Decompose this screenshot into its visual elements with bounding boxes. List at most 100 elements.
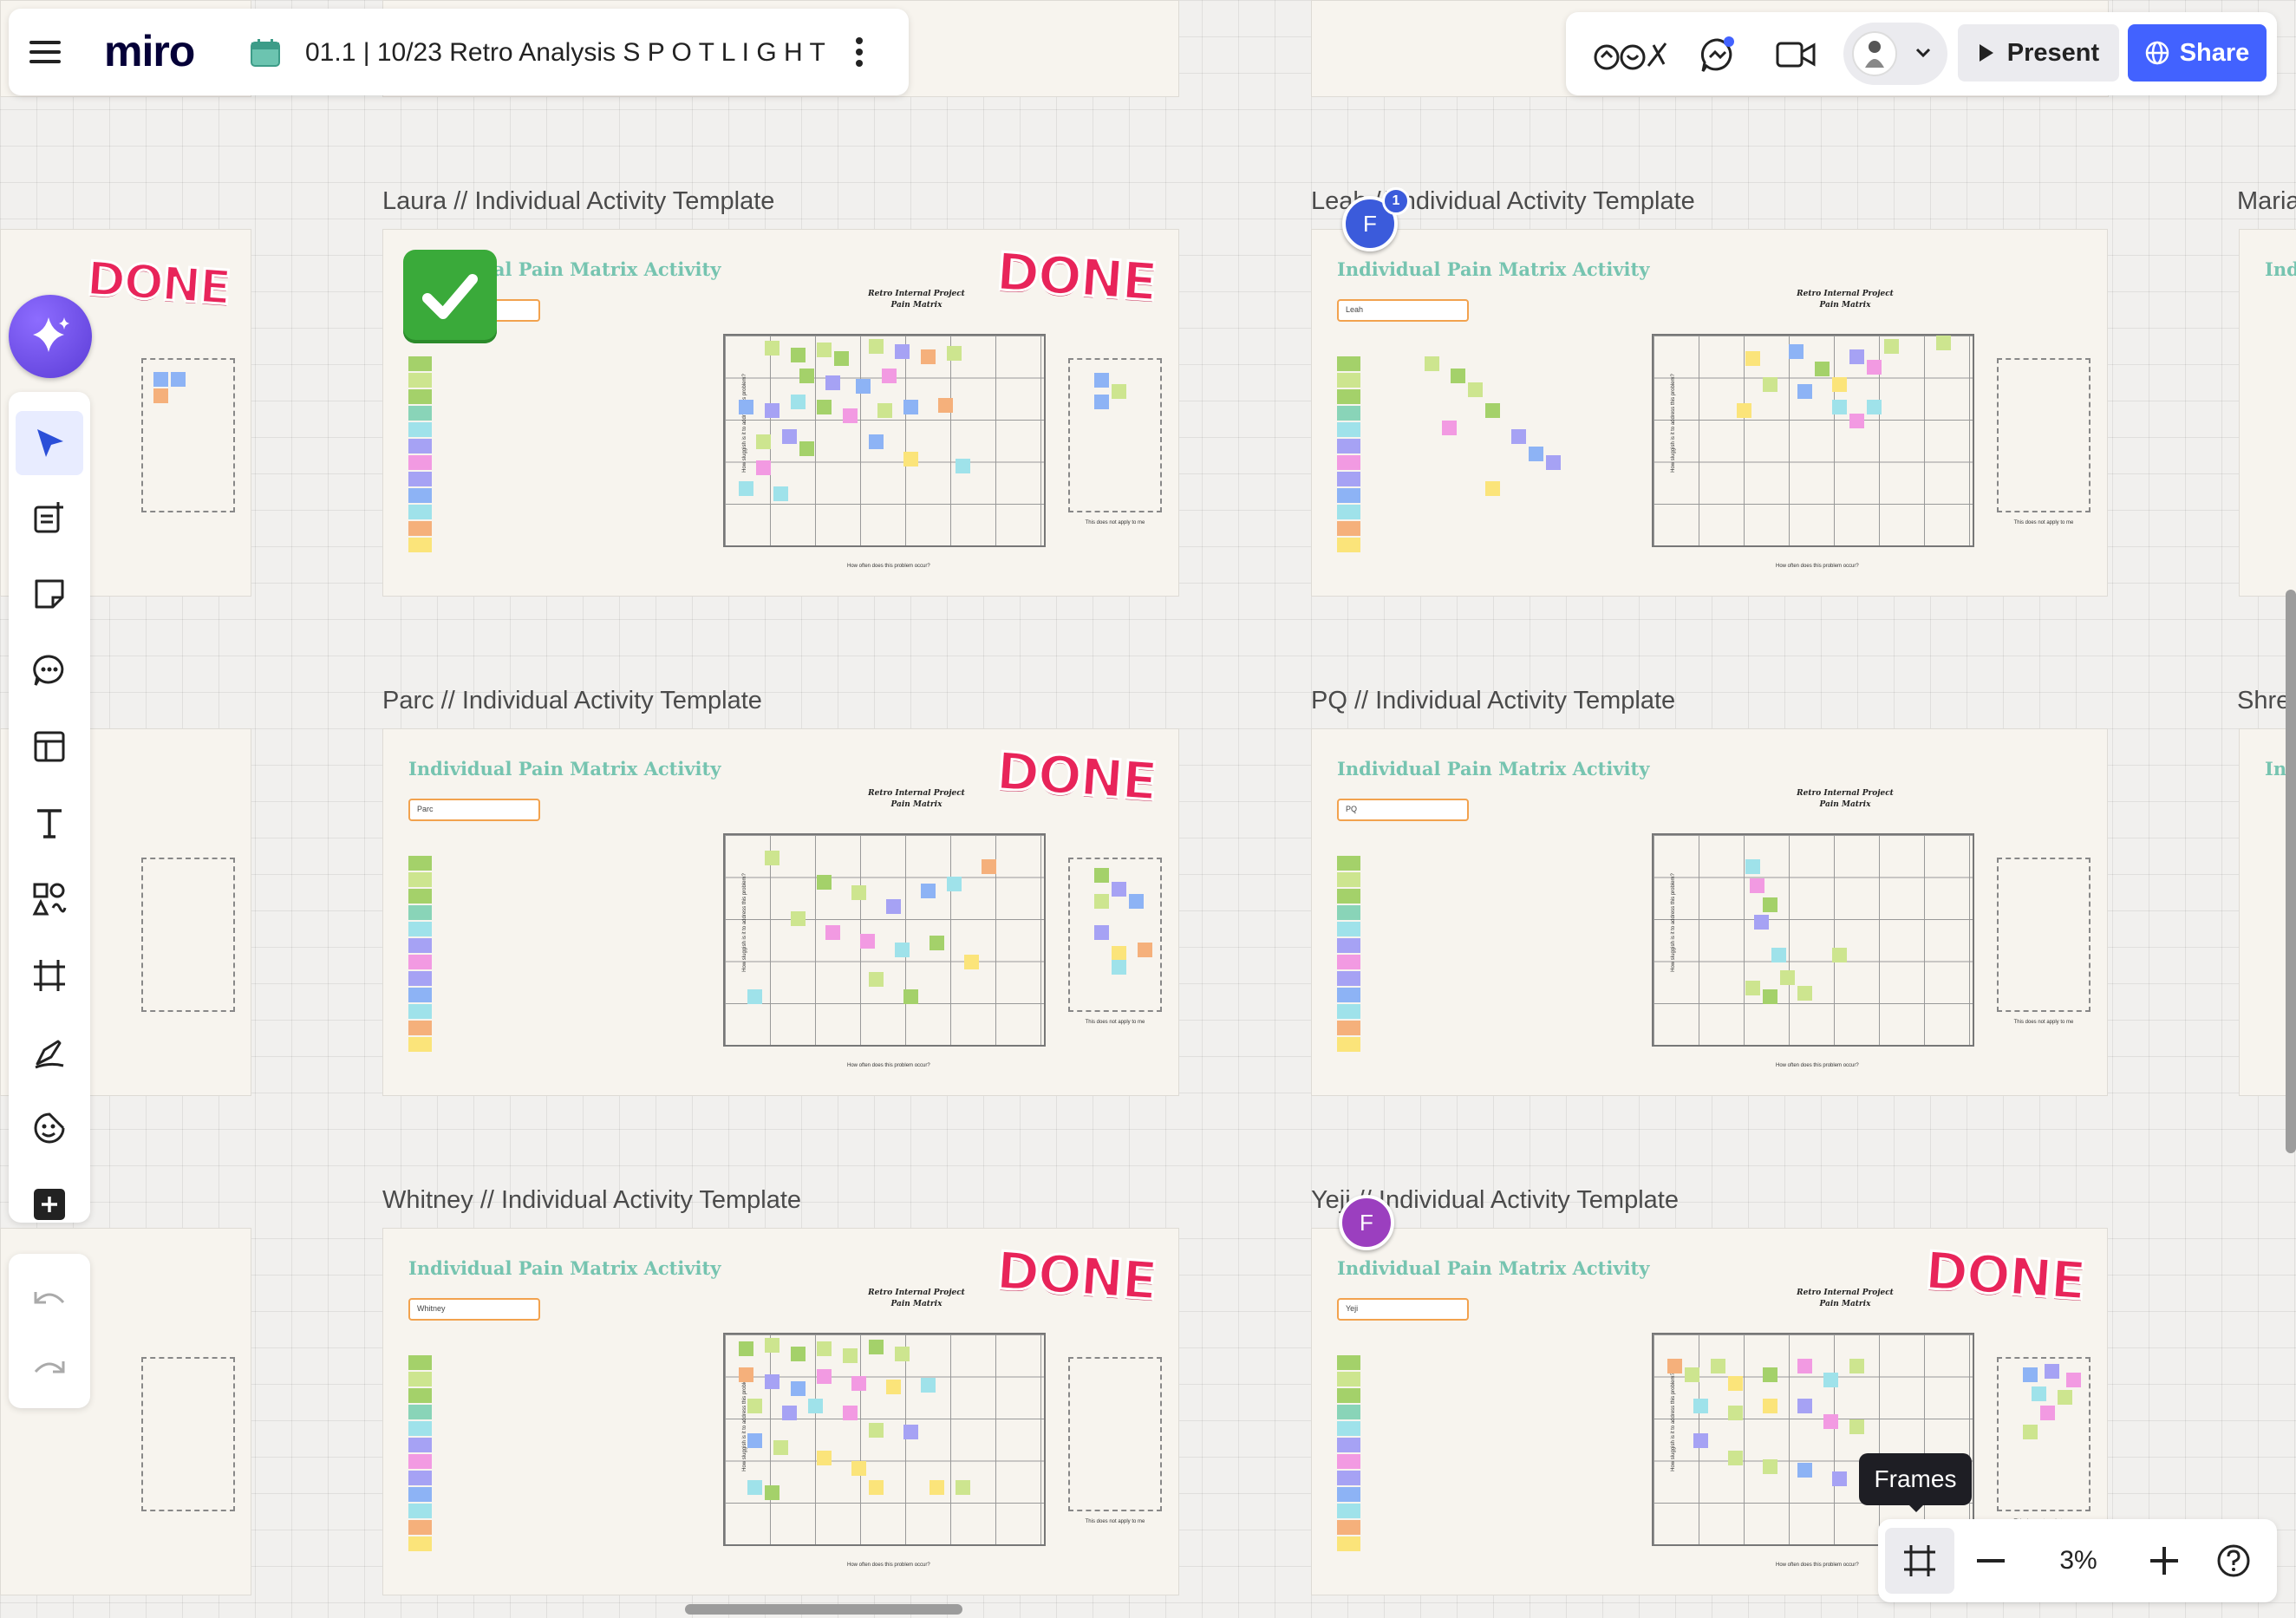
- sticky-note[interactable]: [791, 1347, 806, 1361]
- sticky-note[interactable]: [1094, 373, 1109, 388]
- sticky-note[interactable]: [877, 403, 892, 418]
- zoom-level[interactable]: 3%: [2059, 1546, 2097, 1575]
- sticky-note[interactable]: [1763, 989, 1777, 1004]
- sticky-note[interactable]: [851, 1461, 866, 1476]
- sticky-note[interactable]: [2066, 1373, 2081, 1387]
- sticky-note[interactable]: [773, 486, 788, 501]
- templates-tool[interactable]: [16, 486, 83, 550]
- zoom-out-button[interactable]: [1965, 1535, 2017, 1587]
- sticky-note[interactable]: [1750, 878, 1764, 893]
- collaborator-cursor-avatar[interactable]: F: [1339, 1195, 1394, 1250]
- sticky-note[interactable]: [1867, 400, 1882, 414]
- reactions-icon[interactable]: [1592, 33, 1670, 76]
- sticky-note[interactable]: [903, 989, 918, 1004]
- sticky-note[interactable]: [1685, 1367, 1699, 1382]
- sticky-note[interactable]: [886, 899, 901, 914]
- sticky-note[interactable]: [869, 1480, 884, 1495]
- sticky-note[interactable]: [1711, 1359, 1725, 1373]
- sticky-note[interactable]: [1094, 868, 1109, 883]
- sticky-note[interactable]: [1129, 894, 1144, 909]
- sticky-note[interactable]: [817, 1341, 832, 1356]
- sticky-note[interactable]: [1832, 377, 1847, 392]
- sticky-note[interactable]: [765, 1374, 779, 1389]
- sticky-note[interactable]: [843, 1348, 858, 1363]
- sticky-note[interactable]: [1771, 948, 1786, 962]
- vertical-scrollbar[interactable]: [2286, 590, 2296, 1153]
- sticky-note[interactable]: [947, 877, 962, 891]
- sticky-note[interactable]: [860, 934, 875, 949]
- sticky-note[interactable]: [1094, 925, 1109, 940]
- name-field[interactable]: Leah: [1337, 299, 1469, 322]
- sticky-note[interactable]: [2023, 1425, 2038, 1439]
- sticky-note[interactable]: [765, 341, 779, 356]
- sticky-note-tool[interactable]: [16, 562, 83, 626]
- sticky-note[interactable]: [1728, 1451, 1743, 1465]
- zoom-in-button[interactable]: [2138, 1535, 2190, 1587]
- sticky-note[interactable]: [895, 1347, 910, 1361]
- more-tools-button[interactable]: [16, 1172, 83, 1236]
- sticky-note[interactable]: [799, 369, 814, 383]
- sticky-note[interactable]: [765, 851, 779, 865]
- sticky-note[interactable]: [1823, 1373, 1838, 1387]
- horizontal-scrollbar[interactable]: [685, 1604, 962, 1615]
- sticky-note[interactable]: [1849, 414, 1864, 428]
- sticky-note[interactable]: [1094, 395, 1109, 409]
- sticky-note[interactable]: [817, 875, 832, 890]
- sticky-note[interactable]: [739, 400, 753, 414]
- sticky-note[interactable]: [982, 859, 996, 874]
- sticky-note[interactable]: [1728, 1376, 1743, 1391]
- sticky-note[interactable]: [929, 936, 944, 950]
- sticky-note[interactable]: [956, 459, 970, 473]
- share-button[interactable]: Share: [2128, 24, 2267, 82]
- sticky-note[interactable]: [851, 1376, 866, 1391]
- sticky-note[interactable]: [799, 441, 814, 456]
- sticky-note[interactable]: [1936, 336, 1951, 350]
- sticky-note[interactable]: [808, 1399, 823, 1413]
- sticky-note[interactable]: [1745, 859, 1760, 874]
- sticky-note[interactable]: [1693, 1433, 1708, 1448]
- sticky-note[interactable]: [1797, 1359, 1812, 1373]
- sticky-note[interactable]: [791, 1381, 806, 1396]
- avatar-dropdown[interactable]: [1843, 23, 1947, 85]
- sticky-note[interactable]: [964, 955, 979, 969]
- sticky-note[interactable]: [1832, 948, 1847, 962]
- sticky-note[interactable]: [929, 1480, 944, 1495]
- sticky-note[interactable]: [817, 1369, 832, 1384]
- sticky-note[interactable]: [1511, 429, 1526, 444]
- sticky-note[interactable]: [1112, 946, 1126, 961]
- sticky-note[interactable]: [1728, 1406, 1743, 1420]
- sticky-note[interactable]: [1823, 1414, 1838, 1429]
- sticky-note[interactable]: [869, 1340, 884, 1354]
- frame-title[interactable]: Laura // Individual Activity Template: [382, 187, 775, 215]
- activity-frame[interactable]: Individual Pain Matrix Activity Whitney …: [382, 1228, 1179, 1595]
- sticky-note[interactable]: [1693, 1399, 1708, 1413]
- sticky-note[interactable]: [1754, 915, 1769, 930]
- name-field[interactable]: Parc: [408, 799, 540, 821]
- sticky-note[interactable]: [756, 434, 771, 449]
- comment-tool[interactable]: [16, 638, 83, 702]
- sticky-note[interactable]: [1763, 1459, 1777, 1474]
- sticky-note[interactable]: [869, 434, 884, 449]
- name-field[interactable]: PQ: [1337, 799, 1469, 821]
- activity-frame[interactable]: Individual Pain Matrix Activity PQ Retro…: [1311, 728, 2108, 1096]
- sticky-note[interactable]: [1849, 1419, 1864, 1434]
- sticky-note[interactable]: [1797, 384, 1812, 399]
- sticky-note[interactable]: [869, 339, 884, 354]
- frame-title[interactable]: Whitney // Individual Activity Template: [382, 1186, 802, 1214]
- sticky-note[interactable]: [921, 349, 936, 364]
- sticky-note[interactable]: [1763, 377, 1777, 392]
- sticky-note[interactable]: [1442, 421, 1457, 435]
- menu-icon[interactable]: [28, 35, 62, 69]
- sticky-note[interactable]: [1815, 362, 1830, 376]
- sticky-note[interactable]: [791, 395, 806, 409]
- sticky-note[interactable]: [765, 1485, 779, 1500]
- sticky-note[interactable]: [1763, 1399, 1777, 1413]
- sticky-note[interactable]: [895, 943, 910, 957]
- sticky-note[interactable]: [1832, 1471, 1847, 1486]
- stickers-tool[interactable]: [16, 1096, 83, 1160]
- sticky-note[interactable]: [1529, 447, 1543, 461]
- sticky-note[interactable]: [825, 375, 840, 390]
- sticky-note[interactable]: [1763, 897, 1777, 912]
- sticky-note[interactable]: [739, 1341, 753, 1356]
